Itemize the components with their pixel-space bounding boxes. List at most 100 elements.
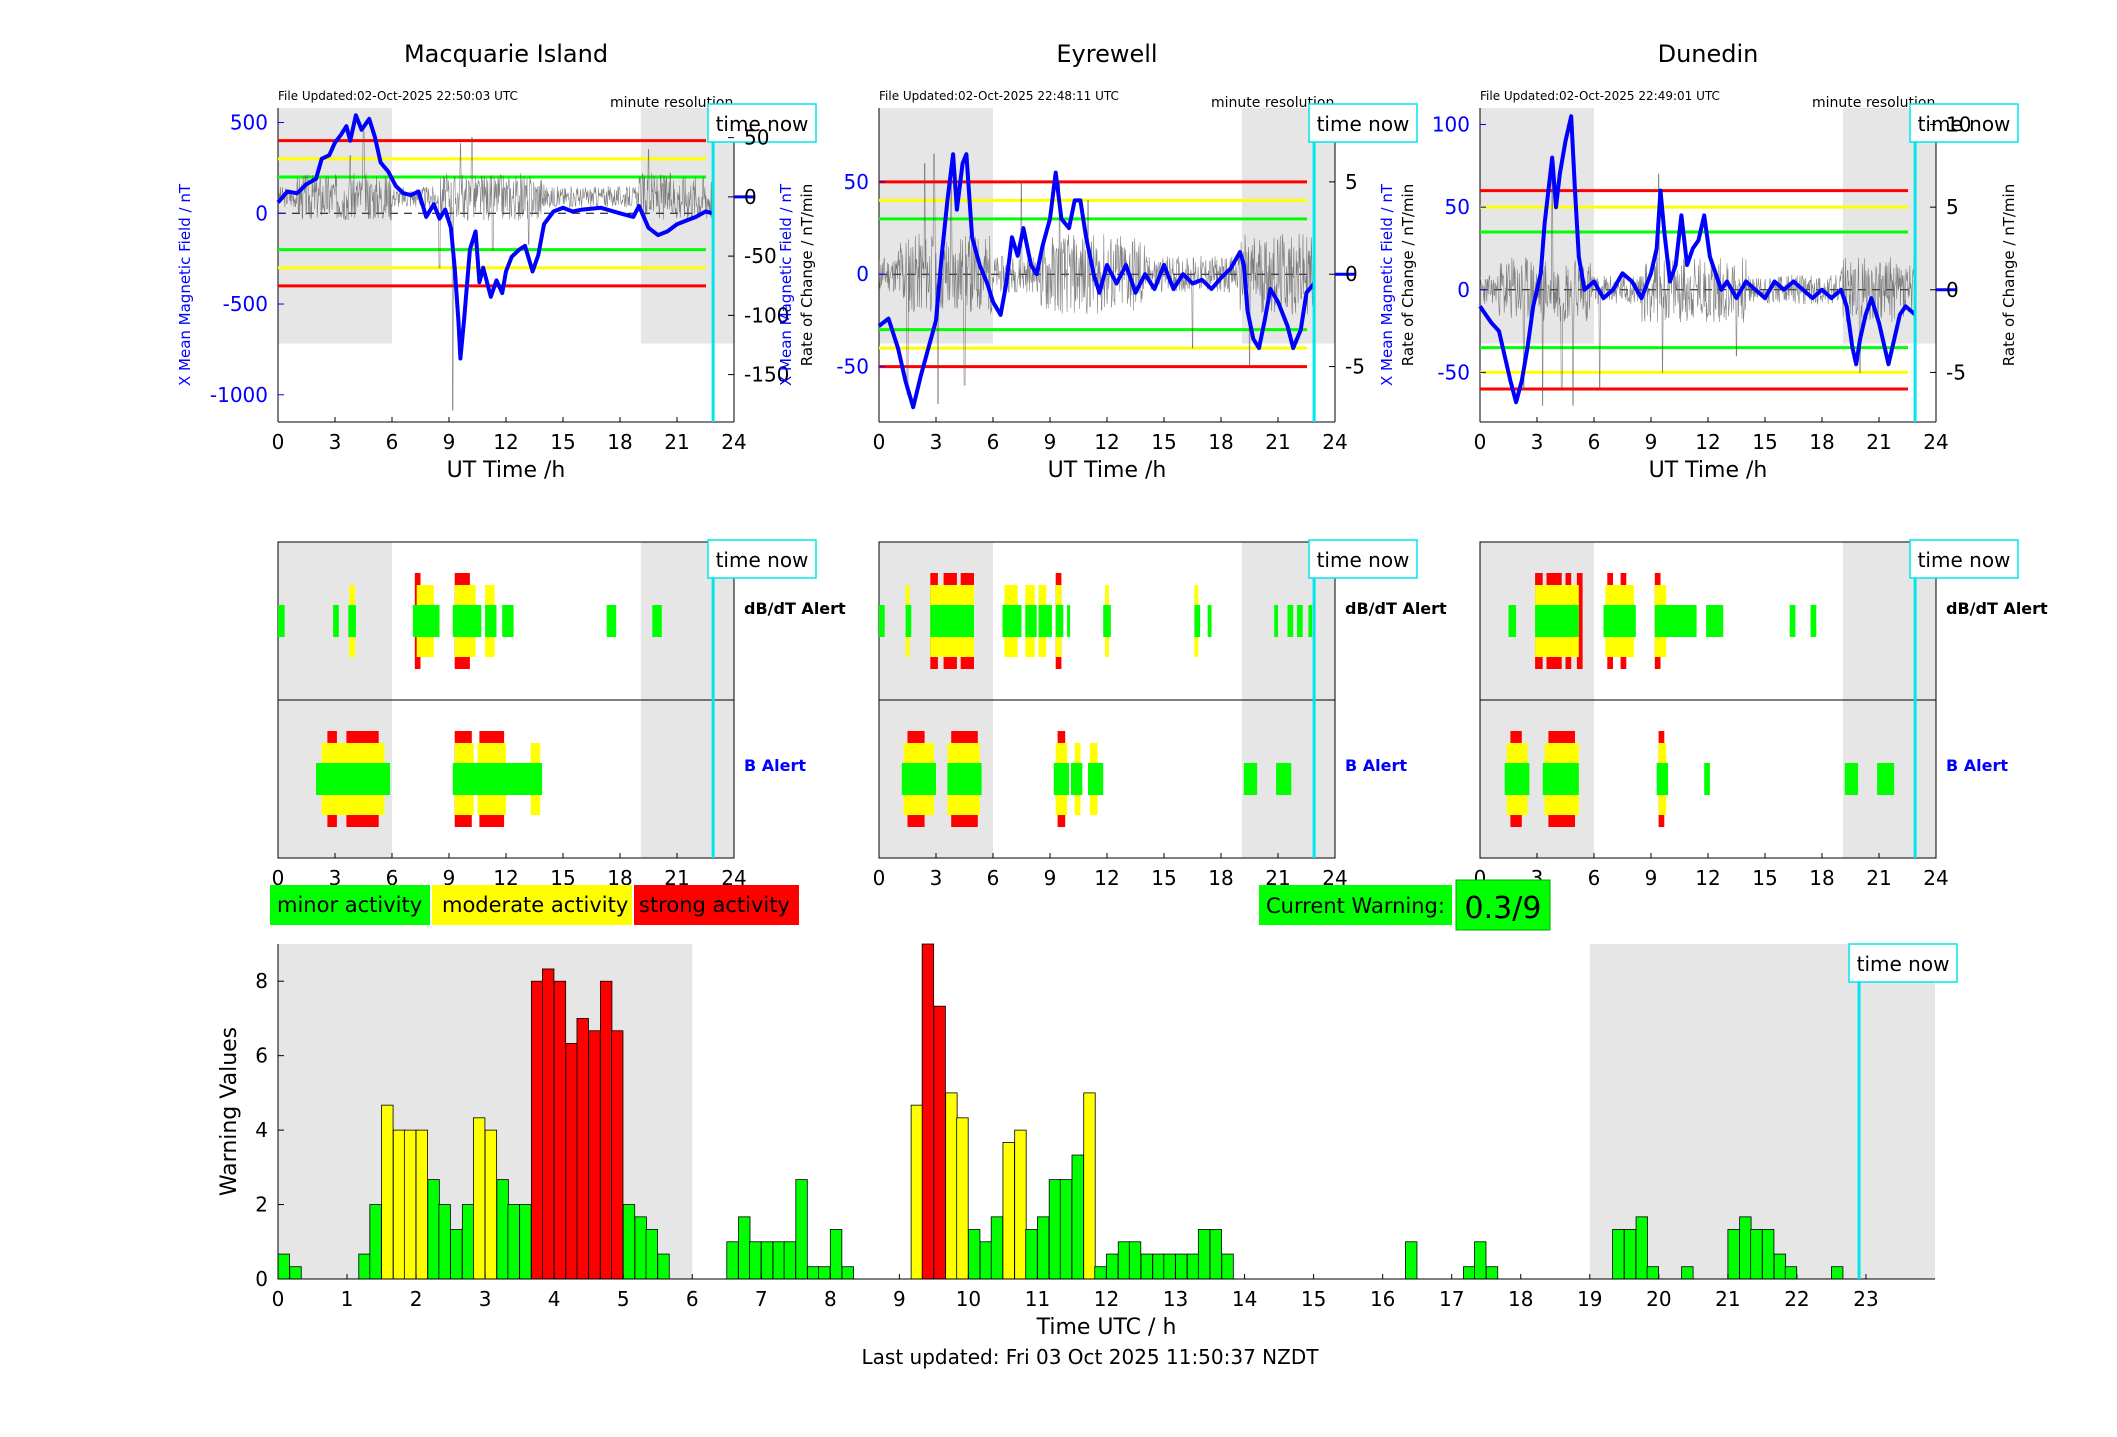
warning-bar	[818, 1266, 831, 1280]
alert-x-tick-label: 6	[1588, 866, 1601, 890]
dbdt-alert-green-segment	[1103, 605, 1111, 637]
dbdt-alert-green-segment	[1308, 605, 1313, 637]
station-panel: Eyrewell File Updated:02-Oct-2025 22:48:1…	[777, 40, 1447, 890]
resolution-label: minute resolution	[1211, 95, 1334, 111]
dbdt-alert-label: dB/dT Alert	[1345, 599, 1447, 618]
right-tick-label: 5	[1946, 195, 1959, 219]
magnetic-field-trace	[276, 113, 714, 361]
legend-minor-swatch	[270, 885, 430, 925]
alert-time-now-label: time now	[1918, 548, 2011, 572]
left-tick-label: 0	[856, 262, 869, 286]
warning-bar	[1037, 1216, 1050, 1280]
x-tick-label: 0	[873, 430, 886, 454]
right-tick-label: -5	[1946, 360, 1966, 384]
legend-strong-label: strong activity	[639, 893, 790, 917]
warning-bar	[1140, 1253, 1153, 1280]
warning-bar	[1405, 1241, 1418, 1280]
warning-bar	[1071, 1154, 1084, 1280]
alert-time-now-box	[707, 539, 817, 579]
warning-bar	[1152, 1253, 1165, 1280]
warning-bar	[1048, 1179, 1062, 1280]
right-tick-label: -50	[744, 244, 777, 268]
dbdt-alert-green-segment	[930, 605, 974, 637]
dbdt-alert-green-segment	[1810, 605, 1817, 637]
warning-bar	[427, 1179, 440, 1280]
warning-bar	[1117, 1241, 1131, 1280]
histogram-x-tick-label: 16	[1370, 1287, 1395, 1311]
magnetic-field-trace	[877, 152, 1316, 410]
x-tick-label: 24	[721, 430, 746, 454]
right-axis-label: Rate of Change / nT/min	[798, 184, 816, 366]
b-alert-green-segment	[1088, 763, 1104, 795]
histogram-x-tick-label: 9	[893, 1287, 906, 1311]
x-tick-label: 18	[607, 430, 632, 454]
dbdt-alert-green-segment	[879, 605, 885, 637]
dbdt-alert-green-segment	[278, 605, 285, 637]
dbdt-alert-green-segment	[1654, 605, 1697, 637]
dbdt-alert-green-segment	[452, 605, 482, 637]
warning-bar	[1083, 1092, 1096, 1280]
warning-bar	[979, 1241, 993, 1280]
dbdt-alert-red-segment	[1576, 573, 1583, 669]
warning-bar	[1059, 1179, 1073, 1280]
legend-moderate-label: moderate activity	[442, 893, 628, 917]
histogram-x-tick-label: 5	[617, 1287, 630, 1311]
warning-bar	[921, 943, 935, 1280]
b-alert-green-segment	[1844, 763, 1859, 795]
warning-bar	[933, 1005, 946, 1280]
warning-bar	[1186, 1253, 1200, 1280]
right-tick-label: -100	[744, 303, 789, 327]
current-warning-label: Current Warning:	[1266, 894, 1445, 918]
warning-bar	[415, 1129, 428, 1280]
left-tick-label: 100	[1432, 113, 1470, 137]
file-updated: File Updated:02-Oct-2025 22:49:01 UTC	[1480, 89, 1720, 103]
left-tick-label: -1000	[210, 383, 268, 407]
x-tick-label: 24	[1923, 430, 1948, 454]
dbdt-alert-green-segment	[1194, 605, 1201, 637]
time-now-box	[1308, 103, 1418, 143]
histogram-x-tick-label: 7	[755, 1287, 768, 1311]
station-title: Eyrewell	[1056, 40, 1157, 68]
warning-bar	[600, 980, 613, 1280]
legend-moderate-swatch	[432, 885, 632, 925]
dbdt-alert-green-segment	[485, 605, 497, 637]
warning-bar	[484, 1129, 498, 1280]
dbdt-alert-green-segment	[1287, 605, 1294, 637]
warning-bar	[1014, 1129, 1027, 1280]
warning-bar	[1209, 1229, 1222, 1280]
histogram-x-tick-label: 2	[410, 1287, 423, 1311]
histogram-x-tick-label: 14	[1232, 1287, 1257, 1311]
histogram-x-tick-label: 0	[272, 1287, 285, 1311]
x-tick-label: 12	[493, 430, 518, 454]
left-tick-label: 0	[255, 201, 268, 225]
x-tick-label: 21	[1265, 430, 1290, 454]
alert-x-tick-label: 6	[386, 866, 399, 890]
warning-bar	[553, 980, 567, 1280]
right-tick-label: 0	[744, 185, 757, 209]
warning-bar	[738, 1216, 751, 1280]
dbdt-alert-green-segment	[333, 605, 339, 637]
alert-x-tick-label: 18	[1809, 866, 1834, 890]
left-tick-label: -50	[836, 355, 869, 379]
warning-bar	[496, 1179, 509, 1280]
dbdt-alert-green-segment	[1055, 605, 1064, 637]
histogram-x-tick-label: 17	[1439, 1287, 1464, 1311]
warning-bar	[1197, 1229, 1211, 1280]
histogram-time-now-label: time now	[1857, 952, 1950, 976]
histogram-x-tick-label: 10	[956, 1287, 981, 1311]
histogram-y-tick-label: 2	[255, 1193, 268, 1217]
alert-x-tick-label: 12	[1094, 866, 1119, 890]
b-alert-label: B Alert	[744, 756, 806, 775]
warning-bar	[1025, 1229, 1038, 1280]
x-tick-label: 3	[1531, 430, 1544, 454]
b-alert-green-segment	[947, 763, 982, 795]
warning-bar	[450, 1229, 463, 1280]
dbdt-alert-green-segment	[1297, 605, 1303, 637]
histogram-x-tick-label: 15	[1301, 1287, 1326, 1311]
dbdt-alert-green-segment	[412, 605, 440, 637]
x-tick-label: 6	[386, 430, 399, 454]
warning-bar	[1761, 1229, 1775, 1280]
station-title: Dunedin	[1658, 40, 1759, 68]
x-axis-label: UT Time /h	[1649, 458, 1768, 483]
b-alert-green-segment	[452, 763, 543, 795]
